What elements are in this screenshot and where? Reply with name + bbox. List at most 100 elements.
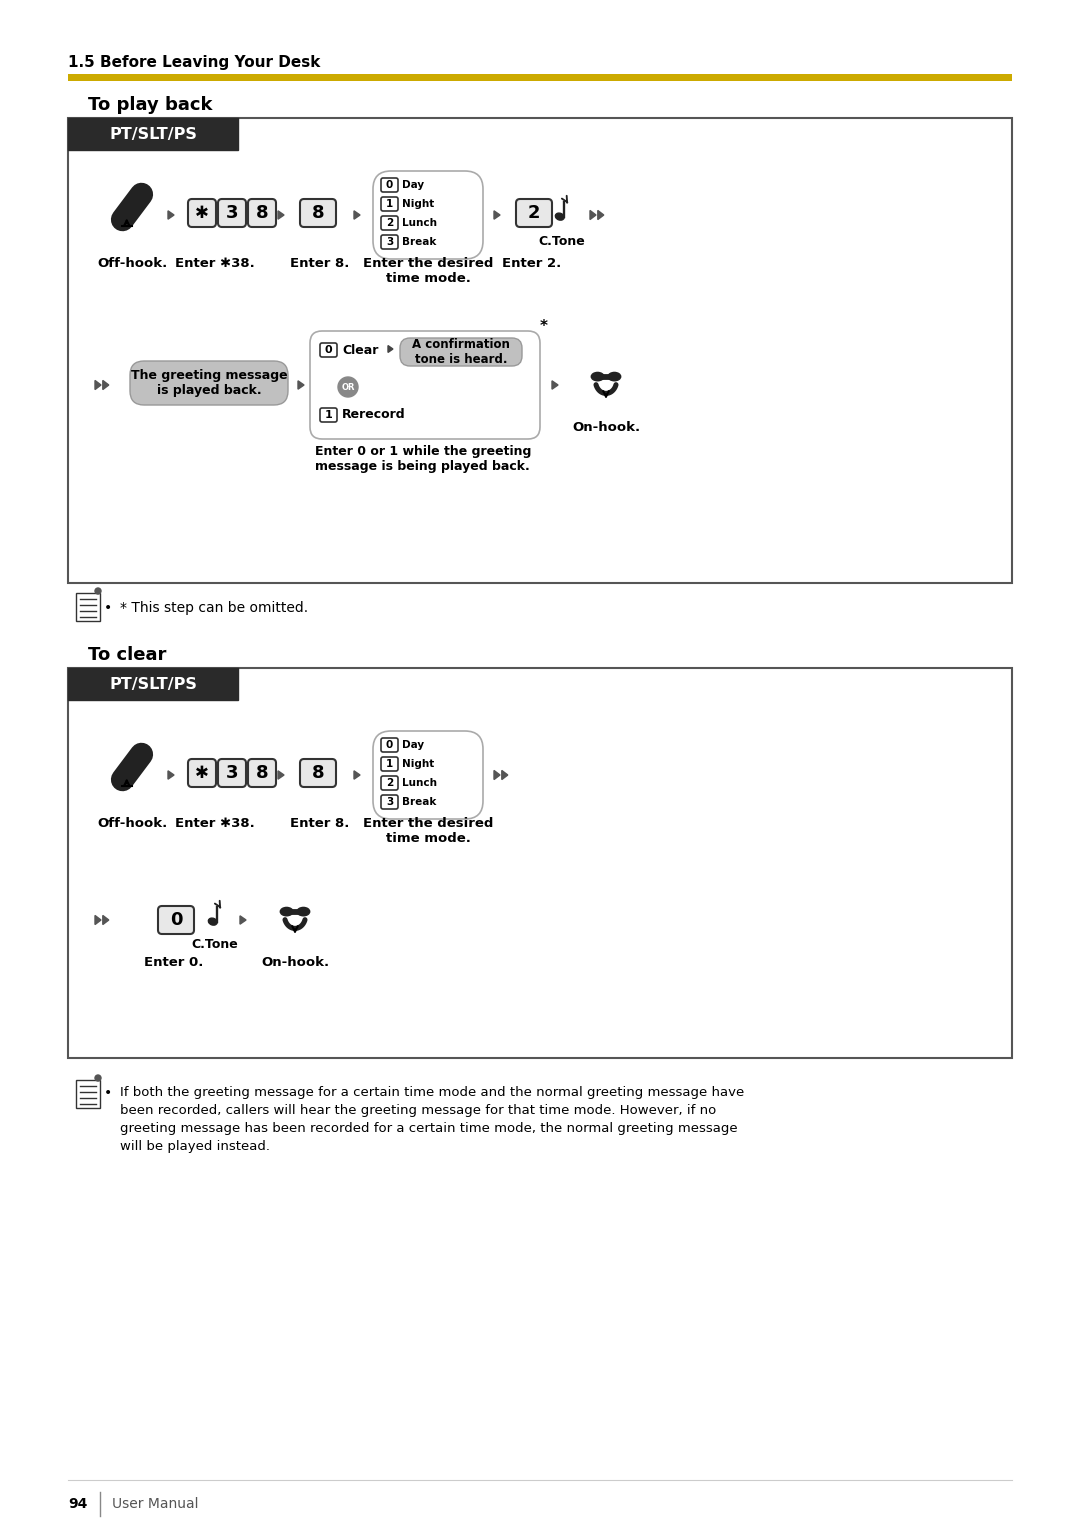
Text: 3: 3	[226, 764, 239, 782]
Text: 1.5 Before Leaving Your Desk: 1.5 Before Leaving Your Desk	[68, 55, 321, 69]
FancyBboxPatch shape	[381, 756, 399, 772]
Text: Break: Break	[402, 237, 436, 248]
FancyBboxPatch shape	[381, 738, 399, 752]
Text: 1: 1	[386, 199, 393, 209]
Text: ✱: ✱	[195, 205, 208, 222]
FancyBboxPatch shape	[158, 906, 194, 934]
Text: Day: Day	[402, 180, 424, 189]
Text: 2: 2	[386, 219, 393, 228]
Bar	[76, 593, 100, 620]
Bar	[68, 118, 1012, 584]
Polygon shape	[168, 211, 174, 219]
FancyBboxPatch shape	[248, 759, 276, 787]
FancyBboxPatch shape	[300, 759, 336, 787]
Text: Enter the desired
time mode.: Enter the desired time mode.	[363, 817, 494, 845]
Polygon shape	[95, 380, 102, 390]
Polygon shape	[95, 915, 102, 924]
Polygon shape	[103, 380, 109, 390]
Text: Enter 0 or 1 while the greeting
message is being played back.: Enter 0 or 1 while the greeting message …	[315, 445, 531, 474]
FancyBboxPatch shape	[373, 171, 483, 260]
Text: Break: Break	[402, 798, 436, 807]
Polygon shape	[298, 380, 305, 390]
Bar	[68, 73, 1012, 81]
Text: 0: 0	[325, 345, 333, 354]
Text: Off-hook.: Off-hook.	[97, 817, 167, 830]
Text: PT/SLT/PS: PT/SLT/PS	[109, 677, 197, 692]
Text: 94: 94	[68, 1497, 87, 1511]
Text: 3: 3	[386, 237, 393, 248]
Polygon shape	[494, 211, 500, 219]
Ellipse shape	[281, 908, 293, 915]
Text: Enter 0.: Enter 0.	[145, 957, 204, 969]
Text: Enter 8.: Enter 8.	[291, 817, 350, 830]
FancyBboxPatch shape	[400, 338, 522, 367]
Text: 1: 1	[325, 410, 333, 420]
FancyBboxPatch shape	[373, 730, 483, 819]
Text: To play back: To play back	[87, 96, 213, 115]
FancyBboxPatch shape	[381, 215, 399, 231]
FancyBboxPatch shape	[188, 759, 216, 787]
Bar	[68, 668, 1012, 1057]
Text: 3: 3	[226, 205, 239, 222]
Text: Enter 2.: Enter 2.	[502, 257, 562, 270]
Ellipse shape	[592, 373, 604, 380]
Text: Night: Night	[402, 759, 434, 769]
Text: Clear: Clear	[342, 344, 378, 356]
Text: ✱: ✱	[195, 764, 208, 782]
Text: Enter the desired
time mode.: Enter the desired time mode.	[363, 257, 494, 286]
Text: 0: 0	[386, 740, 393, 750]
FancyBboxPatch shape	[381, 235, 399, 249]
Text: Night: Night	[402, 199, 434, 209]
Ellipse shape	[555, 212, 564, 220]
Text: *: *	[540, 319, 548, 335]
Text: 1: 1	[386, 759, 393, 769]
FancyBboxPatch shape	[381, 177, 399, 193]
Text: 8: 8	[256, 205, 268, 222]
Ellipse shape	[133, 186, 148, 199]
FancyBboxPatch shape	[188, 199, 216, 228]
Text: 2: 2	[386, 778, 393, 788]
Bar	[68, 118, 238, 150]
Polygon shape	[278, 211, 284, 219]
Text: Lunch: Lunch	[402, 219, 437, 228]
Text: 0: 0	[386, 180, 393, 189]
Text: User Manual: User Manual	[112, 1497, 199, 1511]
Text: •: •	[104, 1086, 112, 1100]
Text: OR: OR	[341, 382, 354, 391]
Text: On-hook.: On-hook.	[261, 957, 329, 969]
Text: •: •	[104, 601, 112, 614]
Polygon shape	[494, 770, 500, 779]
Polygon shape	[278, 770, 284, 779]
FancyBboxPatch shape	[310, 332, 540, 439]
Polygon shape	[168, 770, 174, 779]
Text: Lunch: Lunch	[402, 778, 437, 788]
Text: 3: 3	[386, 798, 393, 807]
Text: To clear: To clear	[87, 646, 166, 665]
Text: If both the greeting message for a certain time mode and the normal greeting mes: If both the greeting message for a certa…	[120, 1086, 744, 1154]
Text: Day: Day	[402, 740, 424, 750]
Text: 8: 8	[312, 205, 324, 222]
Polygon shape	[240, 915, 246, 924]
FancyBboxPatch shape	[218, 199, 246, 228]
FancyBboxPatch shape	[248, 199, 276, 228]
Polygon shape	[598, 211, 604, 220]
Text: A confirmation
tone is heard.: A confirmation tone is heard.	[413, 338, 510, 367]
Text: * This step can be omitted.: * This step can be omitted.	[120, 601, 308, 614]
FancyBboxPatch shape	[381, 795, 399, 808]
Text: Enter ✱38.: Enter ✱38.	[175, 817, 255, 830]
FancyBboxPatch shape	[381, 197, 399, 211]
Text: 8: 8	[312, 764, 324, 782]
Polygon shape	[103, 915, 109, 924]
FancyBboxPatch shape	[381, 776, 399, 790]
FancyBboxPatch shape	[218, 759, 246, 787]
FancyBboxPatch shape	[300, 199, 336, 228]
Bar	[76, 1080, 100, 1108]
FancyBboxPatch shape	[516, 199, 552, 228]
Text: Off-hook.: Off-hook.	[97, 257, 167, 270]
Text: 0: 0	[170, 911, 183, 929]
FancyBboxPatch shape	[320, 342, 337, 358]
Circle shape	[338, 377, 357, 397]
Ellipse shape	[133, 746, 148, 758]
Ellipse shape	[208, 918, 217, 924]
Text: The greeting message
is played back.: The greeting message is played back.	[131, 368, 287, 397]
